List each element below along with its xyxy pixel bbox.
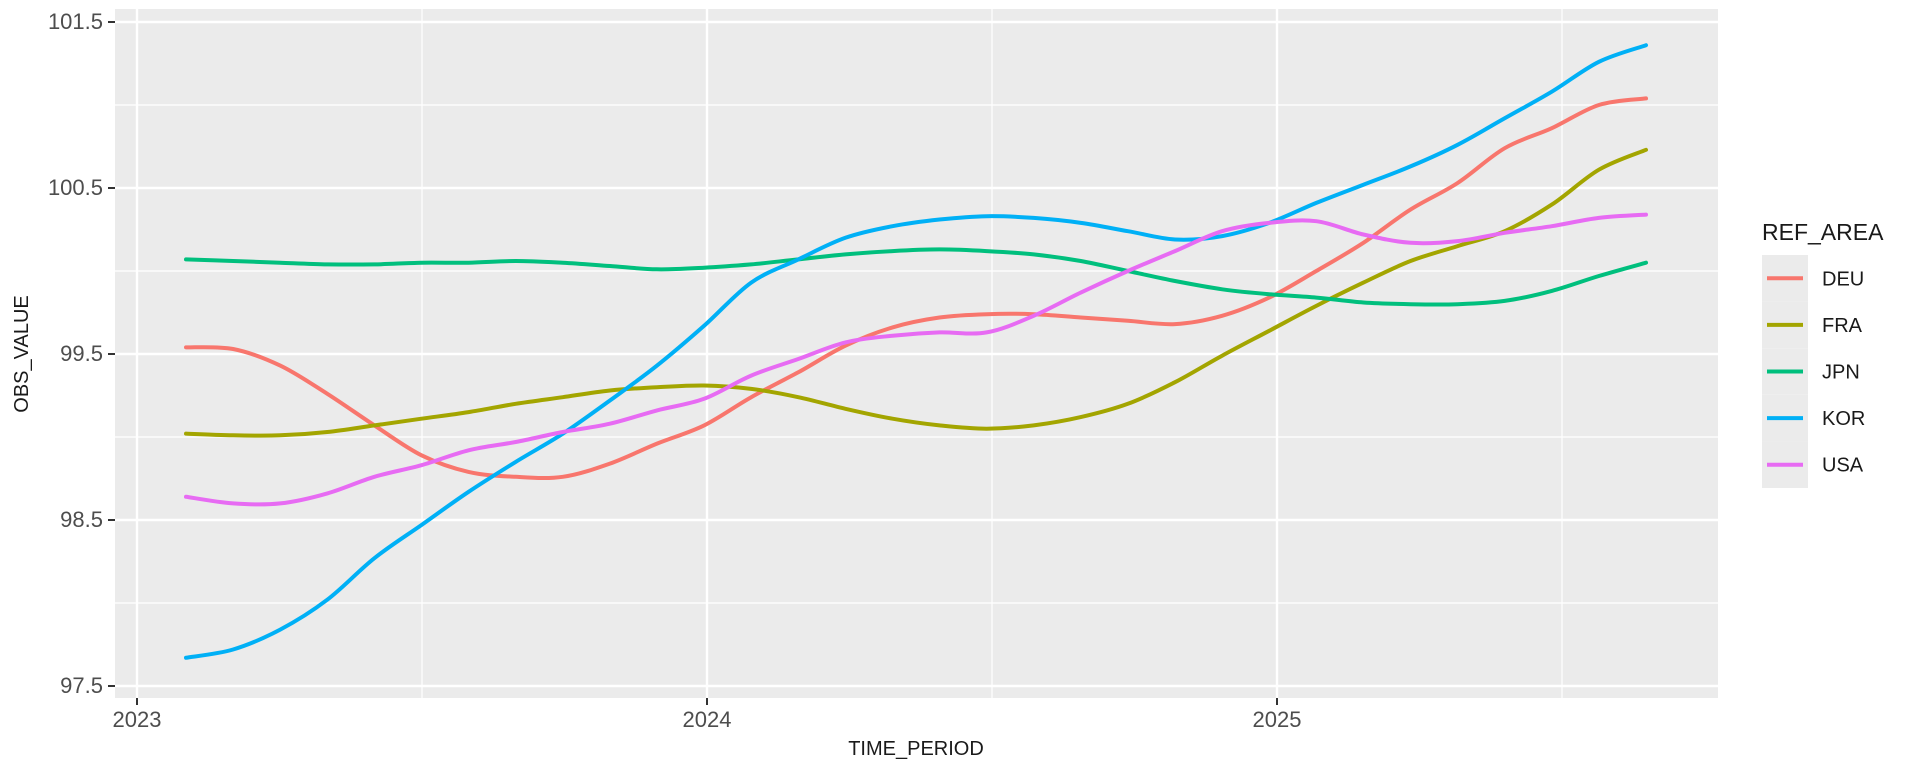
y-tick-label: 99.5	[60, 341, 103, 366]
series-line-jpn	[184, 247, 1648, 307]
legend-item: FRA	[1762, 301, 1863, 349]
legend-item: KOR	[1762, 394, 1865, 442]
x-tick-label: 2024	[683, 707, 732, 732]
y-tick-label: 100.5	[48, 175, 103, 200]
y-axis-title: OBS_VALUE	[11, 295, 33, 412]
y-tick-label: 98.5	[60, 507, 103, 532]
series-line-usa	[184, 212, 1648, 507]
legend-label: USA	[1822, 455, 1864, 477]
series-line-kor	[184, 43, 1648, 660]
major-gridlines	[115, 9, 1718, 698]
x-tick-label: 2023	[113, 707, 162, 732]
legend: REF_AREA DEU FRA JPN KOR USA	[1762, 219, 1884, 488]
legend-item: USA	[1762, 441, 1864, 488]
y-tick-label: 101.5	[48, 9, 103, 34]
series-lines	[184, 43, 1648, 660]
legend-label: JPN	[1822, 362, 1860, 384]
legend-title: REF_AREA	[1762, 219, 1884, 245]
legend-label: DEU	[1822, 268, 1864, 290]
legend-item: JPN	[1762, 348, 1860, 395]
legend-item: DEU	[1762, 255, 1864, 302]
axis-tick-marks	[108, 21, 1278, 705]
series-line-fra	[184, 147, 1648, 438]
series-line-deu	[184, 96, 1648, 481]
y-tick-label: 97.5	[60, 673, 103, 698]
x-tick-label: 2025	[1253, 707, 1302, 732]
legend-label: FRA	[1822, 315, 1863, 337]
x-axis-title: TIME_PERIOD	[848, 738, 984, 760]
legend-label: KOR	[1822, 408, 1865, 430]
